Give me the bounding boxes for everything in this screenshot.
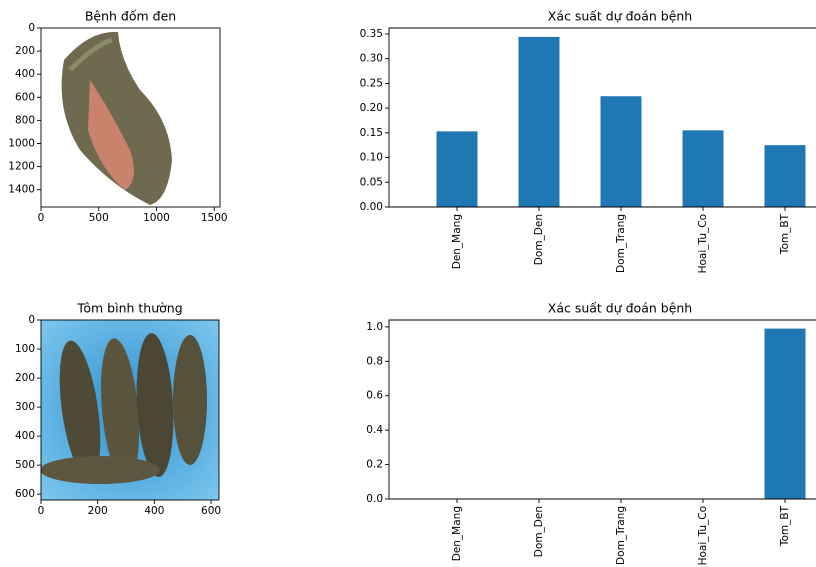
- x-tick-label: 1500: [201, 212, 228, 224]
- x-tick-label: Dom_Den: [533, 506, 545, 557]
- y-tick-label: 0.25: [360, 77, 383, 89]
- chart-title: Bệnh đốm đen: [85, 9, 176, 24]
- bar: [601, 96, 642, 207]
- x-tick-label: 500: [89, 212, 109, 224]
- chart-title: Tôm bình thường: [76, 301, 182, 316]
- y-tick-label: 800: [15, 114, 35, 126]
- x-tick-label: 600: [201, 505, 221, 517]
- x-tick-label: Hoai_Tu_Co: [697, 214, 709, 273]
- y-tick-label: 500: [15, 459, 35, 471]
- y-tick-label: 1000: [8, 137, 35, 149]
- x-tick-label: Dom_Trang: [615, 506, 627, 565]
- y-tick-label: 1400: [8, 184, 35, 196]
- y-tick-label: 600: [15, 488, 35, 500]
- x-tick-label: 400: [144, 505, 164, 517]
- x-tick-label: Dom_Trang: [615, 214, 627, 273]
- y-tick-label: 400: [15, 430, 35, 442]
- x-tick-label: 1000: [143, 212, 170, 224]
- y-tick-label: 0.2: [366, 459, 383, 471]
- y-tick-label: 300: [15, 401, 35, 413]
- y-tick-label: 0.30: [360, 53, 383, 65]
- x-tick-label: Tom_BT: [779, 505, 791, 547]
- y-tick-label: 0.0: [366, 493, 383, 505]
- y-tick-label: 0: [28, 22, 35, 34]
- y-tick-label: 100: [15, 343, 35, 355]
- y-tick-label: 0.15: [360, 127, 383, 139]
- shrimp-photo-1: [41, 28, 220, 207]
- y-tick-label: 0.8: [366, 355, 383, 367]
- figure: 0500100015000200400600800100012001400Bện…: [0, 0, 816, 567]
- x-tick-label: Den_Mang: [451, 214, 463, 269]
- bar: [765, 145, 806, 207]
- y-tick-label: 0.35: [360, 28, 383, 40]
- bar: [683, 130, 724, 207]
- y-tick-label: 1.0: [366, 321, 383, 333]
- y-tick-label: 200: [15, 372, 35, 384]
- bar: [519, 37, 560, 207]
- bar: [765, 329, 806, 499]
- x-tick-label: 0: [38, 212, 45, 224]
- bar: [437, 131, 478, 207]
- x-tick-label: 200: [88, 505, 108, 517]
- x-tick-label: Tom_BT: [779, 213, 791, 255]
- chart-title: Xác suất dự đoán bệnh: [548, 301, 692, 316]
- y-tick-label: 0.00: [360, 201, 383, 213]
- x-tick-label: Dom_Den: [533, 214, 545, 265]
- x-tick-label: Hoai_Tu_Co: [697, 506, 709, 565]
- shrimp-photo-2: [40, 320, 219, 500]
- x-tick-label: 0: [38, 505, 45, 517]
- x-tick-label: Den_Mang: [451, 506, 463, 561]
- chart-title: Xác suất dự đoán bệnh: [548, 9, 692, 24]
- y-tick-label: 0.05: [360, 176, 383, 188]
- y-tick-label: 1200: [8, 161, 35, 173]
- y-tick-label: 400: [15, 68, 35, 80]
- y-tick-label: 0.20: [360, 102, 383, 114]
- y-tick-label: 200: [15, 45, 35, 57]
- y-tick-label: 0.10: [360, 152, 383, 164]
- axes-frame: [389, 320, 816, 499]
- y-tick-label: 0: [28, 314, 35, 326]
- y-tick-label: 0.4: [366, 424, 383, 436]
- y-tick-label: 0.6: [366, 390, 383, 402]
- y-tick-label: 600: [15, 91, 35, 103]
